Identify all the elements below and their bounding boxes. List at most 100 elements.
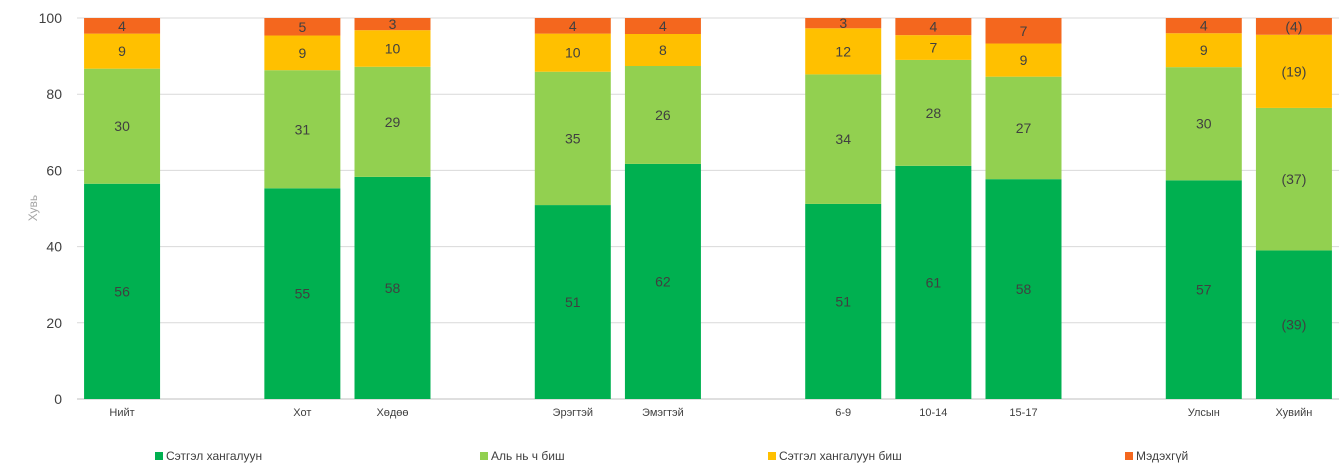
x-tick-label: Хөдөө [376, 407, 408, 419]
data-label: 30 [1196, 116, 1212, 132]
bar-segment [534, 205, 611, 399]
data-label: 4 [1200, 18, 1208, 34]
y-axis-label: Хувь [26, 195, 40, 221]
x-tick-label: Улсын [1188, 407, 1220, 419]
bar-segment [354, 30, 431, 67]
x-tick-label: 6-9 [835, 407, 851, 419]
bar-segment [985, 43, 1062, 77]
data-label: (4) [1285, 18, 1302, 34]
bar-segment [84, 18, 161, 34]
data-label: 35 [565, 130, 581, 146]
y-ticks: 0 20 40 60 80 100 [39, 10, 63, 407]
data-label: 4 [118, 18, 126, 34]
x-tick-label: 15-17 [1009, 407, 1037, 419]
data-label: 28 [926, 105, 942, 121]
data-label: 4 [929, 19, 937, 35]
data-label: 57 [1196, 282, 1212, 298]
data-label: 55 [295, 286, 311, 302]
x-tick-label: Эмэгтэй [642, 407, 684, 419]
data-label: 9 [1200, 42, 1208, 58]
bar-segment [895, 35, 972, 60]
bar-segment [985, 179, 1062, 399]
bar-segment [354, 18, 431, 31]
data-label: 62 [655, 273, 671, 289]
bar-segment [985, 76, 1062, 180]
bar-segment [805, 18, 882, 29]
bar-segment [354, 66, 431, 177]
bar-segment [895, 165, 972, 399]
data-label: 51 [565, 294, 581, 310]
data-label: 58 [385, 280, 401, 296]
data-label: 58 [1016, 281, 1032, 297]
data-label: 4 [659, 18, 667, 34]
data-label: 4 [569, 18, 577, 34]
y-tick-label: 20 [46, 315, 62, 331]
bar-segment [805, 28, 882, 75]
bar-segment [534, 33, 611, 72]
bar-segment [84, 183, 161, 399]
data-label: 31 [295, 121, 311, 137]
bar-segment [1255, 250, 1332, 399]
legend-swatch [768, 452, 776, 460]
bar-segment [624, 18, 701, 35]
bar-segment [84, 33, 161, 69]
bar-segment [1165, 180, 1242, 399]
data-label: (39) [1281, 317, 1306, 333]
bar-segment [624, 34, 701, 67]
bar-segment [264, 188, 341, 399]
data-label: 9 [298, 45, 306, 61]
data-label: (19) [1281, 63, 1306, 79]
data-label: 12 [835, 43, 851, 59]
data-label: 9 [118, 43, 126, 59]
bar-segment [264, 18, 341, 36]
data-label: 34 [835, 131, 851, 147]
data-label: 3 [389, 16, 397, 32]
bar-segment [895, 59, 972, 166]
bar-segment [1255, 107, 1332, 251]
bar-segment [624, 163, 701, 399]
data-label: 26 [655, 107, 671, 123]
y-tick-label: 80 [46, 86, 62, 102]
bar-segment [1165, 33, 1242, 68]
data-label: 56 [114, 283, 130, 299]
y-tick-label: 0 [54, 391, 62, 407]
x-tick-label: Хот [293, 407, 311, 419]
data-label: 9 [1020, 52, 1028, 68]
data-label: 61 [926, 274, 942, 290]
legend-swatch [155, 452, 163, 460]
bar-segment [84, 68, 161, 184]
bar-segment [1255, 18, 1332, 35]
bar-segment [985, 18, 1062, 44]
data-label: 7 [929, 40, 937, 56]
legend-swatch [1125, 452, 1133, 460]
y-tick-label: 60 [46, 162, 62, 178]
bar-segment [1255, 34, 1332, 108]
y-tick-label: 100 [39, 10, 63, 26]
legend-entry: Сэтгэл хангалуун [166, 449, 262, 463]
bar-segment [1165, 67, 1242, 181]
data-label: 5 [298, 19, 306, 35]
bar-segment [354, 176, 431, 399]
data-label: 29 [385, 114, 401, 130]
data-label: 3 [839, 15, 847, 31]
legend: Сэтгэл хангалуун Аль нь ч биш Сэтгэл ханга… [155, 449, 1188, 463]
data-label: 10 [385, 40, 401, 56]
x-tick-label: Хувийн [1276, 407, 1313, 419]
data-label: 51 [835, 293, 851, 309]
x-tick-label: Эрэгтэй [553, 407, 593, 419]
bar-segment [624, 66, 701, 164]
bar-segment [264, 70, 341, 189]
bars-group: 56 30 9 4 55 31 9 5 58 29 10 3 51 35 10 4 62 26 8 4 51 34 12 3 6… [84, 15, 1332, 399]
x-tick-label: Нийт [109, 407, 134, 419]
data-label: 27 [1016, 120, 1032, 136]
legend-entry: Мэдэхгүй [1136, 449, 1188, 463]
bar-segment [534, 18, 611, 34]
bar-segment [264, 35, 341, 71]
legend-swatch [480, 452, 488, 460]
legend-entry: Аль нь ч биш [491, 449, 565, 463]
data-label: 8 [659, 42, 667, 58]
x-category-labels: Нийт Хот Хөдөө Эрэгтэй Эмэгтэй 6-9 10-14 15-17 У… [109, 407, 1312, 419]
bar-segment [805, 74, 882, 204]
